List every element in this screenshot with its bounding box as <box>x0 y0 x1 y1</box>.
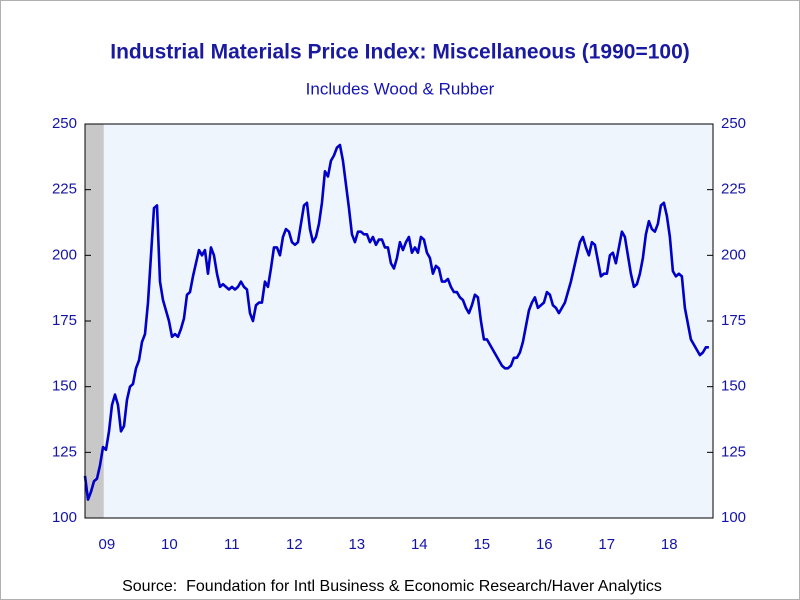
y2-tick-label: 125 <box>721 443 746 460</box>
x-tick-label: 13 <box>348 536 365 553</box>
y2-tick-label: 100 <box>721 509 746 526</box>
y-tick-label: 175 <box>52 312 77 329</box>
y-tick-label: 250 <box>52 115 77 132</box>
recession-shade <box>85 124 104 518</box>
chart-title: Industrial Materials Price Index: Miscel… <box>110 41 690 64</box>
plot-border <box>84 123 714 519</box>
x-tick-label: 18 <box>661 536 678 553</box>
x-tick-label: 12 <box>286 536 303 553</box>
x-tick-label: 14 <box>411 536 428 553</box>
y-tick-label: 200 <box>52 246 77 263</box>
x-tick-label: 11 <box>224 536 240 553</box>
chart-subtitle: Includes Wood & Rubber <box>306 79 495 98</box>
y-tick-label: 150 <box>52 378 77 395</box>
data-line <box>83 143 709 501</box>
y2-tick-label: 200 <box>721 246 746 263</box>
y2-tick-label: 225 <box>721 181 746 198</box>
y2-tick-label: 250 <box>721 115 746 132</box>
y-tick-label: 125 <box>52 443 77 460</box>
x-tick-label: 17 <box>598 536 615 553</box>
y2-tick-label: 150 <box>721 378 746 395</box>
y-tick-label: 225 <box>52 181 77 198</box>
x-tick-label: 09 <box>99 536 116 553</box>
plot-area <box>85 124 713 518</box>
y-tick-label: 100 <box>52 509 77 526</box>
x-tick-label: 16 <box>536 536 553 553</box>
x-tick-label: 10 <box>161 536 178 553</box>
y2-tick-label: 175 <box>721 312 746 329</box>
source-note: Source: Foundation for Intl Business & E… <box>122 578 662 595</box>
x-tick-label: 15 <box>473 536 490 553</box>
